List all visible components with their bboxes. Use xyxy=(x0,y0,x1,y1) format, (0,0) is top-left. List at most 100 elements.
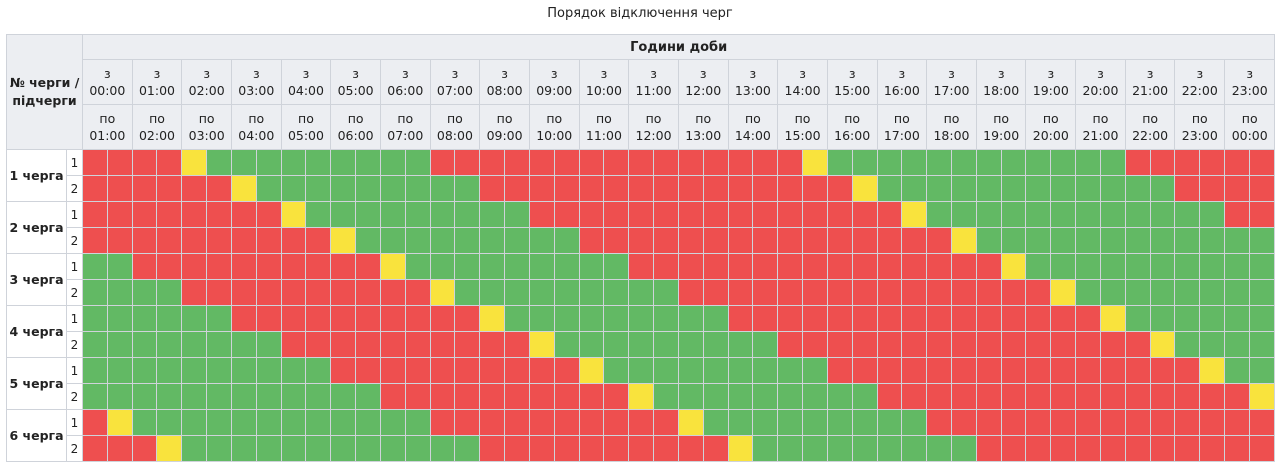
from-time: 23:00 xyxy=(1231,83,1268,98)
slot-cell-on xyxy=(404,175,431,202)
slot-cell-off xyxy=(901,305,928,332)
slot-cell-on xyxy=(1174,331,1201,358)
slot-cell-off xyxy=(131,435,158,462)
slot-cell-on xyxy=(851,435,878,462)
slot-cell-on xyxy=(603,279,630,306)
slot-cell-off xyxy=(578,409,605,436)
slot-cell-on xyxy=(1149,253,1176,280)
slot-cell-off xyxy=(206,253,232,280)
slot-cell-off xyxy=(727,305,754,332)
slot-cell-on xyxy=(677,357,704,384)
from-time: 13:00 xyxy=(734,83,771,98)
subqueue-label: 2 xyxy=(66,435,83,462)
from-time-header: з 11:00 xyxy=(628,59,679,105)
slot-cell-on xyxy=(653,305,679,332)
to-time: 13:00 xyxy=(685,128,722,143)
slot-cell-off xyxy=(653,201,679,228)
slot-cell-on xyxy=(404,149,431,176)
slot-cell-on xyxy=(1224,279,1250,306)
from-time-header: з 14:00 xyxy=(777,59,828,105)
slot-cell-off xyxy=(802,253,828,280)
slot-cell-on xyxy=(255,331,282,358)
slot-cell-on xyxy=(206,435,232,462)
hours-title-row: № черги / підчерги Години доби xyxy=(6,34,1276,150)
slot-cell-off xyxy=(156,227,183,254)
slot-cell-on xyxy=(255,409,282,436)
page-title: Порядок відключення черг xyxy=(547,6,733,21)
to-time: 16:00 xyxy=(834,128,871,143)
slot-cell-off xyxy=(82,227,108,254)
slot-cell-on xyxy=(851,383,878,410)
from-time: 11:00 xyxy=(635,83,672,98)
slot-cell-off xyxy=(528,383,555,410)
slot-cell-off xyxy=(479,409,506,436)
slot-cell-off xyxy=(1025,331,1052,358)
slot-cell-on xyxy=(255,175,282,202)
slot-cell-on xyxy=(106,279,133,306)
slot-cell-on xyxy=(802,409,828,436)
slot-cell-on xyxy=(1099,253,1126,280)
slot-cell-off xyxy=(528,357,555,384)
slot-cell-off xyxy=(305,305,332,332)
hours-of-day-label: Години доби xyxy=(630,39,728,55)
slot-cell-on xyxy=(181,383,208,410)
slot-cell-off xyxy=(826,279,853,306)
slot-cell-off xyxy=(1000,383,1027,410)
slot-cell-on xyxy=(280,435,307,462)
slot-cell-off xyxy=(777,253,804,280)
from-time-header: з 10:00 xyxy=(578,59,630,105)
from-time: 14:00 xyxy=(784,83,821,98)
slot-cell-off xyxy=(1025,409,1052,436)
subqueue-label: 1 xyxy=(66,357,83,384)
slot-cell-maybe xyxy=(727,435,754,462)
from-time-header: з 00:00 xyxy=(82,59,133,105)
slot-cell-maybe xyxy=(479,305,506,332)
from-prefix: з xyxy=(302,66,310,81)
slot-cell-off xyxy=(1248,201,1276,228)
slot-cell-off xyxy=(230,279,257,306)
slot-cell-off xyxy=(1025,383,1052,410)
slot-cell-on xyxy=(876,409,903,436)
slot-cell-on xyxy=(1124,305,1151,332)
slot-cell-off xyxy=(1149,383,1176,410)
slot-cell-off xyxy=(1124,435,1151,462)
slot-cell-off xyxy=(1000,357,1027,384)
schedule-row: 2 xyxy=(7,383,1276,410)
schedule-row: 3 черга 1 xyxy=(6,253,1276,306)
slot-cell-on xyxy=(677,383,704,410)
slot-cell-on xyxy=(901,149,928,176)
to-time-header: по 22:00 xyxy=(1124,104,1176,150)
slot-cell-off xyxy=(677,279,704,306)
slot-cell-off xyxy=(802,175,828,202)
slot-cell-on xyxy=(181,435,208,462)
slot-cell-on xyxy=(553,331,580,358)
slot-cell-off xyxy=(802,227,828,254)
from-time-header: з 22:00 xyxy=(1174,59,1226,105)
slot-cell-off xyxy=(876,331,903,358)
to-time-header: по 23:00 xyxy=(1174,104,1226,150)
slot-cell-off xyxy=(553,201,580,228)
queue-label: 6 черга xyxy=(6,409,67,462)
slot-cell-off xyxy=(1000,279,1027,306)
slot-cell-on xyxy=(553,305,580,332)
slot-cell-on xyxy=(926,201,952,228)
schedule-grid: 1 черга 1 2 2 черга 1 2 3 черга 1 2 4 черга 1 2 5 че… xyxy=(6,149,1276,462)
slot-cell-off xyxy=(528,175,555,202)
slot-cell-on xyxy=(330,175,357,202)
queue-label: 4 черга xyxy=(6,305,67,358)
slot-cell-off xyxy=(553,175,580,202)
subqueue-label: 2 xyxy=(66,175,83,202)
from-prefix: з xyxy=(1246,66,1254,81)
slot-cell-on xyxy=(355,227,381,254)
slot-cell-on xyxy=(1025,201,1052,228)
from-time-header: з 20:00 xyxy=(1075,59,1126,105)
slot-cell-on xyxy=(826,149,853,176)
slot-cell-off xyxy=(603,409,630,436)
from-prefix: з xyxy=(1196,66,1204,81)
to-prefix: по xyxy=(993,111,1010,126)
slot-cell-off xyxy=(1149,357,1176,384)
slot-cell-on xyxy=(230,435,257,462)
from-prefix: з xyxy=(550,66,558,81)
slot-cell-on xyxy=(1124,253,1151,280)
from-time: 06:00 xyxy=(387,83,424,98)
